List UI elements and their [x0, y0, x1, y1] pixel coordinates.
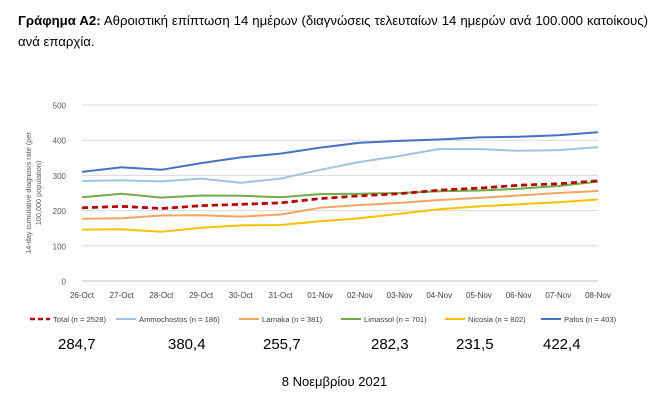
report-date: 8 Νοεμβρίου 2021	[281, 374, 388, 389]
series-line	[81, 131, 599, 173]
summary-value-larnaka: 255,7	[263, 336, 301, 353]
x-tick-label: 03-Nov	[387, 291, 413, 300]
summary-value-limassol: 282,3	[371, 336, 409, 353]
legend-label: Ammochostos (n = 186)	[139, 315, 220, 324]
y-tick-label: 200	[53, 207, 67, 216]
legend-label: Larnaka (n = 381)	[262, 315, 323, 324]
x-tick-label: 26-Oct	[70, 291, 95, 300]
y-axis-label: 100,000 population)	[34, 161, 43, 226]
summary-values: 284,7 380,4 255,7 282,3 231,5 422,4	[0, 336, 669, 360]
y-axis-label: 14-day cumulative diagnosis rate (per	[24, 132, 33, 254]
figure-caption: Γράφημα Α2: Αθροιστική επίπτωση 14 ημέρω…	[18, 10, 648, 52]
y-tick-label: 500	[53, 102, 67, 111]
x-tick-label: 08-Nov	[585, 291, 611, 300]
summary-value-nicosia: 231,5	[456, 336, 494, 353]
caption-text: Αθροιστική επίπτωση 14 ημέρων (διαγνώσει…	[18, 13, 649, 49]
y-tick-label: 300	[53, 172, 67, 181]
x-tick-label: 05-Nov	[466, 291, 492, 300]
legend-label: Nicosia (n = 802)	[468, 315, 526, 324]
x-tick-label: 07-Nov	[545, 291, 571, 300]
x-tick-label: 29-Oct	[189, 291, 214, 300]
y-tick-label: 0	[62, 278, 67, 287]
x-tick-label: 31-Oct	[268, 291, 293, 300]
legend-label: Pafos (n = 403)	[564, 315, 617, 324]
series-line-total	[81, 179, 599, 210]
x-tick-label: 27-Oct	[110, 291, 135, 300]
series-line	[81, 180, 599, 199]
series-line	[81, 198, 599, 233]
line-chart: 0 100 200 300 400 500 26-Oct 27-Oct 28-Oct 29-Oct…	[24, 102, 617, 325]
series-line	[81, 190, 599, 220]
x-tick-label: 02-Nov	[347, 291, 373, 300]
x-tick-label: 06-Nov	[506, 291, 532, 300]
caption-label: Γράφημα Α2:	[18, 13, 101, 28]
series-line	[81, 146, 599, 184]
legend-label: Total (n = 2528)	[53, 315, 106, 324]
x-tick-label: 30-Oct	[229, 291, 254, 300]
summary-value-ammochostos: 380,4	[168, 336, 206, 353]
x-tick-label: 01-Nov	[307, 291, 333, 300]
summary-value-pafos: 422,4	[543, 336, 581, 353]
x-tick-label: 04-Nov	[426, 291, 452, 300]
y-tick-label: 400	[53, 137, 67, 146]
x-tick-label: 28-Oct	[149, 291, 174, 300]
summary-value-total: 284,7	[58, 336, 96, 353]
y-tick-label: 100	[53, 242, 67, 251]
legend-label: Limassol (n = 701)	[364, 315, 427, 324]
